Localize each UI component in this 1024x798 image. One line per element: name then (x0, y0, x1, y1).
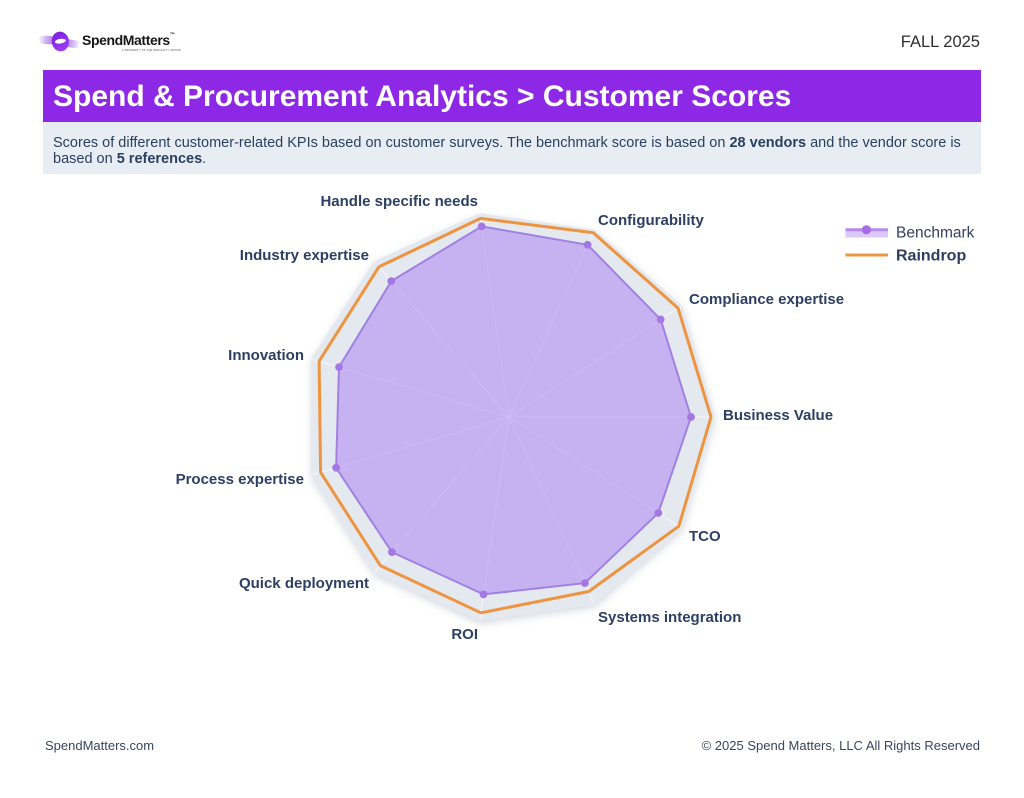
svg-text:Compliance expertise: Compliance expertise (689, 291, 844, 308)
svg-text:Innovation: Innovation (228, 347, 304, 364)
svg-text:Benchmark: Benchmark (896, 224, 975, 241)
svg-text:Business Value: Business Value (723, 407, 833, 424)
svg-text:TCO: TCO (689, 528, 721, 545)
svg-text:Process expertise: Process expertise (176, 471, 304, 488)
svg-text:Handle specific needs: Handle specific needs (320, 193, 478, 210)
svg-text:Quick deployment: Quick deployment (239, 575, 369, 592)
svg-text:Industry expertise: Industry expertise (240, 247, 369, 264)
svg-text:Configurability: Configurability (598, 212, 704, 229)
svg-text:Raindrop: Raindrop (896, 248, 966, 265)
svg-text:Systems integration: Systems integration (598, 609, 741, 626)
svg-text:ROI: ROI (451, 626, 478, 643)
